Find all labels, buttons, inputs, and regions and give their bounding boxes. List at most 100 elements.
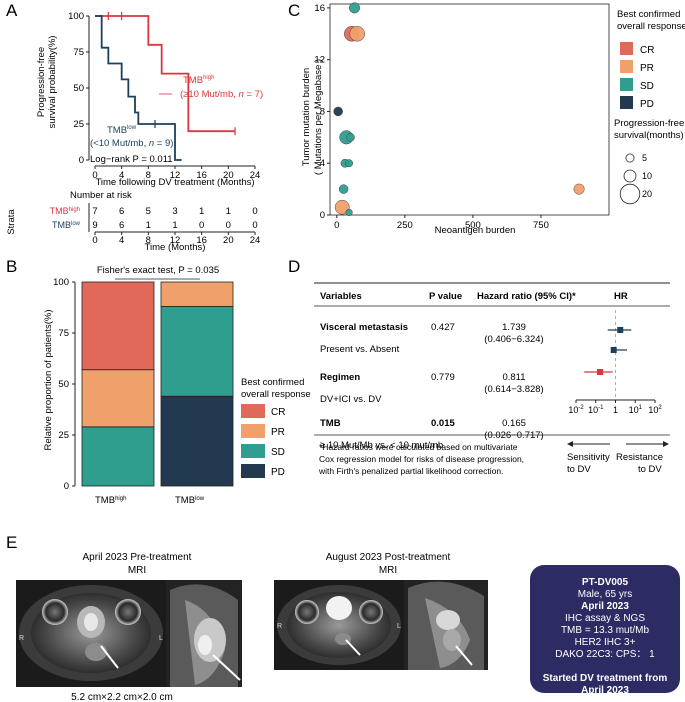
forest-h-hr: Hazard ratio (95% CI)* (477, 291, 576, 302)
scatter-point-sd (338, 184, 349, 194)
forest-right-arrow-2: to DV (638, 464, 662, 475)
scatter-point-pd (333, 106, 343, 117)
scatter-ylabel-2: ( Mutations per Megabase ) (313, 59, 324, 175)
mri-post-r: R (277, 623, 282, 630)
forest-plot: 10-2 10-1 1 101 102 (568, 310, 662, 415)
forest-row-sub: DV+ICI vs. DV (320, 394, 382, 405)
km-low-label: TMBlow (107, 125, 137, 136)
forest-footnote-1: *Hazard ratios were calculated based on … (319, 442, 518, 452)
forest-left-arrow-2: to DV (567, 464, 591, 475)
risk-xtick-label: 24 (250, 235, 261, 246)
km-xtick-label: 24 (250, 170, 261, 181)
forest-row-hr: 1.739 (502, 322, 526, 333)
scatter-point-sd (345, 159, 354, 168)
mri-post-sagittal (404, 580, 488, 670)
mri-pre-sagittal (166, 580, 242, 687)
risk-xtick-label: 0 (92, 235, 97, 246)
forest-xtick-label: 1 (613, 405, 618, 415)
panel-label-a: A (6, 1, 18, 20)
risk-low-count: 6 (119, 220, 124, 231)
risk-high-count: 6 (119, 206, 124, 217)
patient-date: April 2023 (581, 601, 629, 612)
mri-post-sag-arrow (455, 645, 473, 666)
scatter-point-sd (345, 208, 353, 217)
bar-legend-title-2: overall response (241, 389, 311, 400)
risk-low-count: 0 (199, 220, 204, 231)
bar-legend-label: PR (271, 427, 285, 438)
size-legend-label: 10 (642, 171, 652, 181)
bar-legend-label: PD (271, 467, 285, 478)
mri-post-title-1: August 2023 Post-treatment (326, 552, 451, 563)
mri-pre-axial: R L (16, 580, 166, 687)
patient-start-2: April 2023 (581, 685, 629, 696)
km-ytick-label: 0 (79, 155, 84, 166)
risk-xtick-label: 16 (196, 235, 207, 246)
patient-id: PT-DV005 (581, 577, 629, 588)
scatter-xtick-label: 500 (465, 220, 481, 231)
forest-point (617, 327, 624, 333)
bar-segment-sd (160, 306, 234, 397)
mri-pre-title-1: April 2023 Pre-treatment (83, 552, 192, 563)
mri-pre-r: R (19, 635, 24, 642)
bar-segment-pd (160, 395, 234, 487)
risk-title: Number at risk (70, 190, 132, 201)
size-legend: 5 10 20 (619, 153, 652, 205)
risk-xtick-label: 4 (119, 235, 124, 246)
mri-post-l: L (397, 623, 401, 630)
forest-row-sub: ≥ 10 Mut/Mb vs. < 10 mut/mb (320, 440, 443, 451)
km-low-sub: (<10 Mut/mb, n = 9) (90, 138, 173, 149)
patient-tmb: TMB = 13.3 mut/Mb (560, 625, 650, 636)
scatter-frame (329, 3, 610, 216)
scatter-point-pr (349, 26, 365, 42)
bar-ytick-label: 25 (58, 430, 69, 441)
scatter-xtick-label: 750 (533, 220, 549, 231)
bar-segment-pr (160, 281, 234, 307)
bar-ytick-label: 50 (58, 379, 69, 390)
forest-xtick-label: 10-1 (588, 405, 604, 415)
bar-test-label: Fisher's exact test, P = 0.035 (97, 265, 219, 276)
risk-high-count: 7 (92, 206, 97, 217)
scatter-ytick-label: 8 (320, 106, 325, 117)
scatter-chart: 0 4 8 12 16 0 250 500 750 (314, 2, 610, 231)
bar-legend-label: CR (271, 407, 285, 418)
forest-xtick-label: 10-2 (568, 405, 584, 415)
scatter-ytick-label: 4 (320, 158, 325, 169)
bar-legend: CR PR SD PD (241, 404, 285, 478)
size-legend-label: 20 (642, 189, 652, 199)
km-ylabel-1: Progression-free (36, 47, 47, 117)
scatter-point-sd (346, 132, 355, 142)
risk-xtick-label: 20 (223, 235, 234, 246)
forest-row-name: Visceral metastasis (320, 322, 408, 333)
bar-ytick-label: 75 (58, 328, 69, 339)
risk-xtick-label: 12 (170, 235, 181, 246)
scatter-legend-label: SD (640, 81, 654, 92)
forest-right-arrow-1: Resistance (616, 452, 663, 463)
mri-post-axial-arrow (345, 639, 361, 656)
forest-row-ci: (0.026−0.717) (484, 430, 543, 441)
forest-h-p: P value (429, 291, 462, 302)
scatter-legend-swatch-cr (620, 42, 633, 55)
forest-row-hr: 0.811 (502, 372, 525, 383)
km-ytick-label: 25 (73, 119, 84, 130)
risk-low-count: 9 (92, 220, 97, 231)
forest-row-ci: (0.406−6.324) (484, 334, 543, 345)
scatter-xtick-label: 0 (334, 220, 339, 231)
forest-row-name: TMB (320, 418, 341, 429)
mri-post-axial: R L (274, 580, 404, 670)
km-xtick-label: 8 (146, 170, 151, 181)
mri-post-title-2: MRI (379, 565, 397, 576)
km-xtick-label: 20 (223, 170, 234, 181)
bar-legend-swatch-sd (241, 444, 265, 458)
panel-label-c: C (288, 1, 300, 20)
scatter-ytick-label: 16 (314, 3, 325, 14)
km-curves (95, 12, 236, 161)
size-legend-label: 5 (642, 153, 647, 163)
size-legend-title-2: survival(months) (614, 130, 684, 141)
mri-pre-l: L (159, 635, 163, 642)
forest-row-hr: 0.165 (502, 418, 526, 429)
forest-row-sub: Present vs. Absent (320, 344, 400, 355)
scatter-point-sd (349, 2, 360, 14)
bar-legend-swatch-cr (241, 404, 265, 418)
km-curve-high (95, 15, 235, 133)
